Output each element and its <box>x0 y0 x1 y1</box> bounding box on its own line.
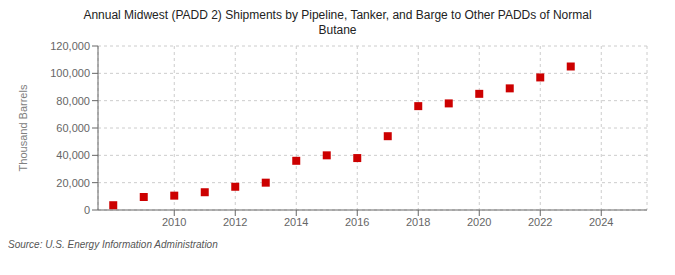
html-text:Source: U.S. Energy Informatio: Source: U.S. Energy Information Administ… <box>8 239 218 250</box>
html-text:Annual Midwest (PADD 2) Shipme: Annual Midwest (PADD 2) Shipments by Pip… <box>83 8 592 22</box>
svg-text:2020: 2020 <box>467 216 491 228</box>
svg-text:100,000: 100,000 <box>50 67 90 79</box>
svg-text:2010: 2010 <box>162 216 186 228</box>
svg-text:0: 0 <box>84 204 90 216</box>
svg-text:2016: 2016 <box>345 216 369 228</box>
svg-text:120,000: 120,000 <box>50 40 90 52</box>
svg-text:60,000: 60,000 <box>56 122 90 134</box>
html-text:Butane: Butane <box>318 23 357 37</box>
svg-text:20,000: 20,000 <box>56 177 90 189</box>
svg-text:2014: 2014 <box>284 216 308 228</box>
svg-text:2024: 2024 <box>589 216 613 228</box>
svg-text:2018: 2018 <box>406 216 430 228</box>
svg-text:Thousand Barrels: Thousand Barrels <box>17 84 29 171</box>
svg-text:80,000: 80,000 <box>56 95 90 107</box>
svg-text:2012: 2012 <box>223 216 247 228</box>
svg-text:40,000: 40,000 <box>56 149 90 161</box>
svg-text:2022: 2022 <box>528 216 552 228</box>
